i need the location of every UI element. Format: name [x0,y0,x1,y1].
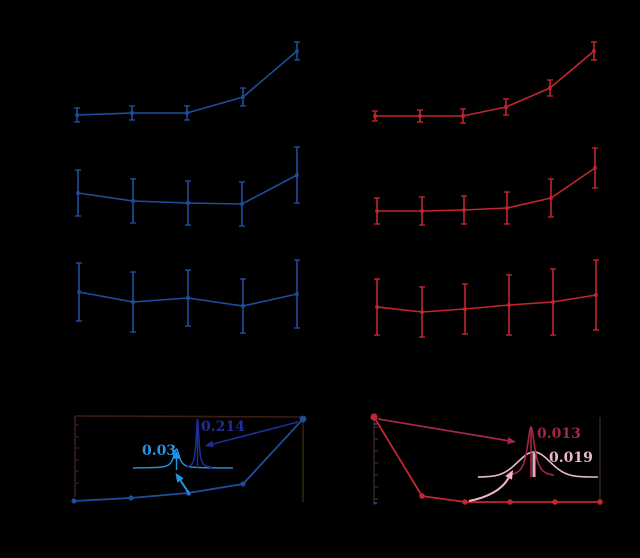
data-point-marker [375,209,379,213]
annotation-label: 0.03 [142,443,176,459]
annotation-label: 0.019 [549,450,593,466]
data-point-marker [240,202,244,206]
data-point-marker [507,303,511,307]
annotation-arrow-shaft [212,421,299,445]
data-point-marker [594,293,598,297]
annotation-label: 0.013 [537,426,581,442]
annotation-arrowhead [205,440,214,448]
errorbar-panel-middle-right [374,147,598,226]
annotation-arrowhead [175,473,184,483]
errorbar-panel-third-right [374,259,599,338]
data-point-marker [76,191,80,195]
annotation-arrowhead [507,437,516,445]
data-point-marker [420,310,424,314]
data-point-marker [240,481,246,487]
errorbar-panel-top-right [372,41,597,124]
data-point-marker [463,307,467,311]
inset-peak-curve [478,451,598,478]
data-point-marker [186,296,190,300]
data-point-marker [241,304,245,308]
series-line [73,418,304,502]
data-point-marker [75,113,79,117]
data-point-marker [419,493,425,499]
series-line [373,416,600,503]
data-point-marker [131,300,135,304]
data-point-marker [461,114,465,118]
errorbar-panel-middle-left [75,146,300,227]
data-point-marker [186,201,190,205]
series-line [375,50,595,117]
data-point-marker [593,166,597,170]
data-point-marker [551,300,555,304]
data-point-marker [418,114,422,118]
axis-frame-line [74,415,304,418]
annotation-arrow-shaft [377,418,508,442]
data-point-marker [597,499,603,505]
inset-peak-curve [133,448,233,469]
data-point-marker [299,415,307,423]
data-point-marker [592,49,596,53]
data-point-marker [375,305,379,309]
annotation-arrow-shaft [468,477,510,502]
data-point-marker [131,199,135,203]
data-point-marker [373,114,377,118]
series-line [377,167,596,212]
inset-peak-curve [185,418,212,469]
data-point-marker [77,290,81,294]
inset-peak-curve [507,425,555,476]
data-point-marker [505,206,509,210]
annotation-arrowhead [505,470,513,480]
distribution-panel-bottom-left: 0.03 0.214 [71,415,307,504]
data-point-marker [128,495,134,501]
series-line [376,294,597,313]
errorbar-panel-third-left [76,259,300,334]
errorbar-panel-top-left [74,41,300,123]
data-point-marker [295,49,299,53]
data-point-marker [507,499,513,505]
data-point-marker [241,95,245,99]
data-point-marker [420,209,424,213]
annotation-arrowhead [173,451,180,459]
data-point-marker [370,413,378,421]
data-point-marker [462,208,466,212]
data-point-marker [295,292,299,296]
data-point-marker [462,499,468,505]
data-point-marker [548,86,552,90]
data-point-marker [504,105,508,109]
data-point-marker [552,499,558,505]
data-point-marker [130,111,134,115]
data-point-marker [71,498,77,504]
distribution-panel-bottom-right: 0.013 0.019 [370,413,603,505]
data-point-marker [295,173,299,177]
annotation-label: 0.214 [201,419,245,435]
data-point-marker [549,196,553,200]
data-point-marker [185,111,189,115]
annotation-arrow-shaft [179,479,191,496]
